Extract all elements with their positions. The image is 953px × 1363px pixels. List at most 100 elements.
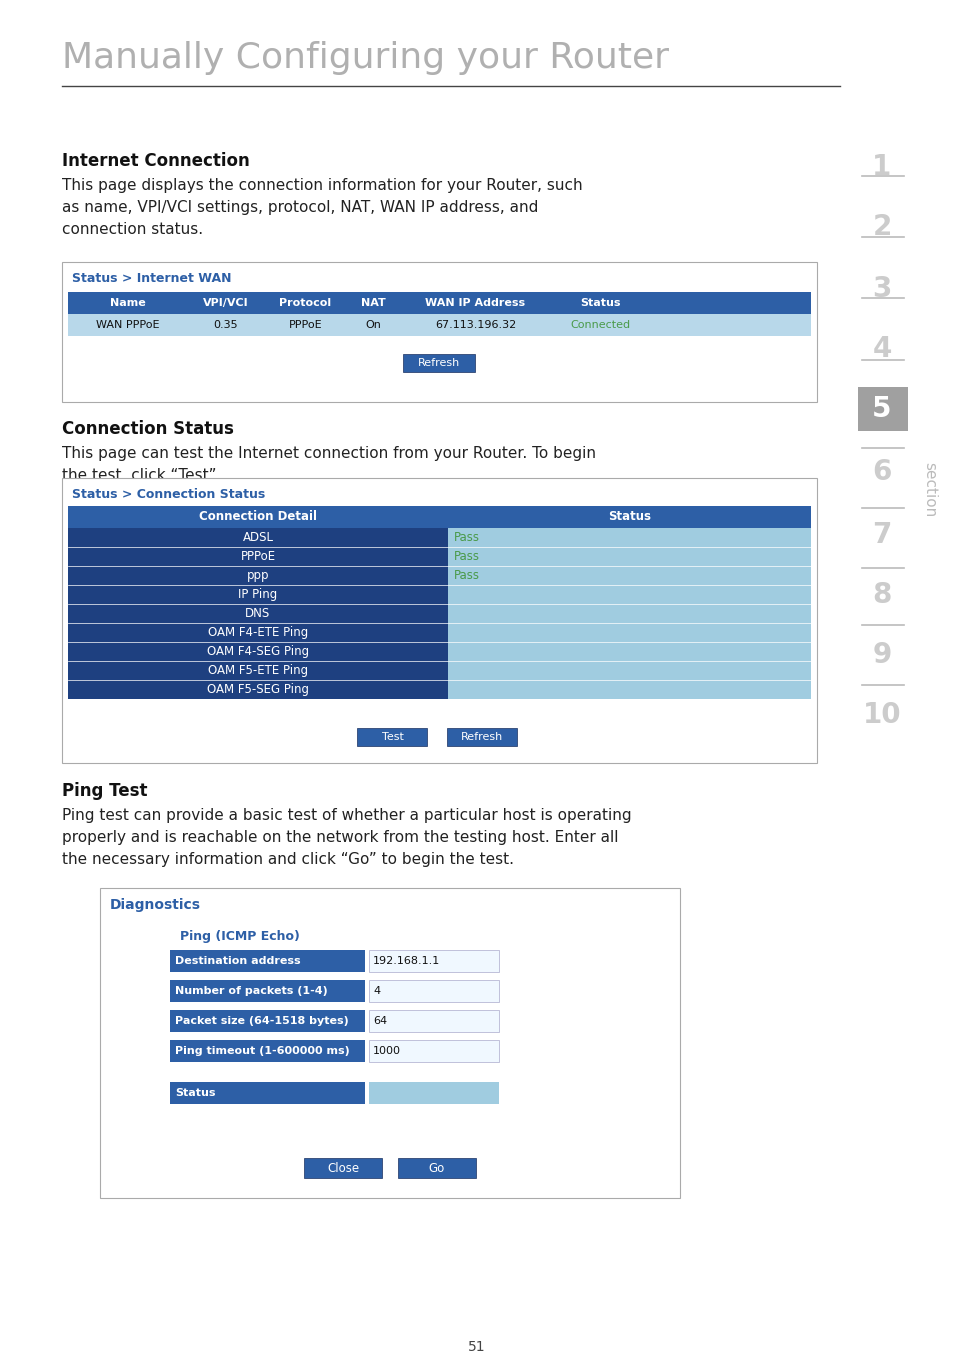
Bar (448, 566, 810, 585)
Text: 1000: 1000 (373, 1045, 400, 1056)
Text: 8: 8 (871, 581, 891, 609)
Text: Pass: Pass (454, 532, 479, 544)
Text: Status > Internet WAN: Status > Internet WAN (71, 273, 232, 285)
Text: This page displays the connection information for your Router, such: This page displays the connection inform… (62, 179, 582, 194)
Bar (369, 1082, 498, 1104)
Bar (68, 661, 448, 680)
Text: section: section (922, 462, 937, 518)
Text: Refresh: Refresh (418, 358, 460, 368)
Bar (448, 604, 810, 623)
Bar (68, 604, 448, 623)
Text: 7: 7 (871, 521, 891, 549)
Text: 1: 1 (871, 153, 891, 181)
Text: Diagnostics: Diagnostics (110, 898, 201, 912)
Text: This page can test the Internet connection from your Router. To begin: This page can test the Internet connecti… (62, 446, 596, 461)
Text: OAM F5-SEG Ping: OAM F5-SEG Ping (207, 683, 309, 696)
Text: Ping test can provide a basic test of whether a particular host is operating: Ping test can provide a basic test of wh… (62, 808, 631, 823)
Text: On: On (365, 320, 380, 330)
Bar (448, 680, 810, 699)
Text: WAN IP Address: WAN IP Address (425, 298, 525, 308)
Text: 3: 3 (871, 275, 891, 303)
Text: 2: 2 (871, 213, 891, 241)
Bar (68, 547, 448, 566)
Text: ADSL: ADSL (242, 532, 274, 544)
Text: Ping Test: Ping Test (62, 782, 148, 800)
Bar (170, 1040, 365, 1062)
Bar (68, 642, 448, 661)
Bar (857, 387, 907, 431)
Bar (170, 980, 365, 1002)
Text: connection status.: connection status. (62, 222, 203, 237)
Bar (170, 1082, 365, 1104)
Text: PPPoE: PPPoE (289, 320, 322, 330)
Text: Name: Name (110, 298, 146, 308)
Text: WAN PPPoE: WAN PPPoE (96, 320, 159, 330)
Bar (62, 478, 816, 763)
Bar (369, 950, 498, 972)
Bar (447, 728, 517, 746)
Text: Destination address: Destination address (174, 955, 300, 966)
Text: Ping (ICMP Echo): Ping (ICMP Echo) (180, 930, 299, 943)
Text: Pass: Pass (454, 568, 479, 582)
Text: OAM F4-ETE Ping: OAM F4-ETE Ping (208, 626, 308, 639)
Text: 64: 64 (373, 1015, 387, 1026)
Bar (68, 623, 448, 642)
Text: properly and is reachable on the network from the testing host. Enter all: properly and is reachable on the network… (62, 830, 618, 845)
Text: 0.35: 0.35 (213, 320, 237, 330)
Text: 4: 4 (871, 335, 891, 363)
Bar (170, 950, 365, 972)
Bar (448, 623, 810, 642)
Bar (68, 506, 810, 527)
Bar (68, 585, 448, 604)
Text: Internet Connection: Internet Connection (62, 153, 250, 170)
Text: Status: Status (579, 298, 620, 308)
Text: Packet size (64-1518 bytes): Packet size (64-1518 bytes) (174, 1015, 349, 1026)
Text: OAM F5-ETE Ping: OAM F5-ETE Ping (208, 664, 308, 677)
Bar (304, 1159, 381, 1178)
Text: 51: 51 (468, 1340, 485, 1353)
Text: PPPoE: PPPoE (240, 551, 275, 563)
Bar (357, 728, 427, 746)
Text: Close: Close (327, 1161, 358, 1175)
Text: Ping timeout (1-600000 ms): Ping timeout (1-600000 ms) (174, 1045, 350, 1056)
Text: IP Ping: IP Ping (238, 587, 277, 601)
Text: the test, click “Test”.: the test, click “Test”. (62, 468, 221, 483)
Bar (68, 527, 448, 547)
Text: 192.168.1.1: 192.168.1.1 (373, 955, 439, 966)
Bar (68, 313, 810, 337)
Text: Status: Status (174, 1088, 215, 1099)
Text: Refresh: Refresh (461, 732, 503, 741)
Text: Connection Detail: Connection Detail (199, 511, 316, 523)
Bar (448, 547, 810, 566)
Text: DNS: DNS (245, 607, 271, 620)
Text: 67.113.196.32: 67.113.196.32 (435, 320, 516, 330)
Text: 4: 4 (373, 985, 379, 996)
Text: Pass: Pass (454, 551, 479, 563)
Text: 6: 6 (871, 458, 891, 487)
Bar (100, 889, 679, 1198)
Text: Status: Status (607, 511, 650, 523)
Bar (448, 642, 810, 661)
Text: Connected: Connected (570, 320, 630, 330)
Text: Number of packets (1-4): Number of packets (1-4) (174, 985, 328, 996)
Text: 5: 5 (871, 395, 891, 423)
Text: NAT: NAT (360, 298, 385, 308)
Text: Status > Connection Status: Status > Connection Status (71, 488, 265, 502)
Text: Test: Test (381, 732, 403, 741)
Bar (448, 527, 810, 547)
Bar (68, 566, 448, 585)
Text: 9: 9 (871, 641, 891, 669)
Text: ppp: ppp (247, 568, 269, 582)
Text: VPI/VCI: VPI/VCI (202, 298, 248, 308)
Bar (170, 1010, 365, 1032)
Text: as name, VPI/VCI settings, protocol, NAT, WAN IP address, and: as name, VPI/VCI settings, protocol, NAT… (62, 200, 537, 215)
Text: Connection Status: Connection Status (62, 420, 233, 438)
Text: Go: Go (429, 1161, 445, 1175)
Text: OAM F4-SEG Ping: OAM F4-SEG Ping (207, 645, 309, 658)
Bar (68, 292, 810, 313)
Bar (448, 585, 810, 604)
Text: Protocol: Protocol (279, 298, 332, 308)
Text: the necessary information and click “Go” to begin the test.: the necessary information and click “Go”… (62, 852, 514, 867)
Bar (369, 1010, 498, 1032)
Text: 10: 10 (862, 701, 901, 729)
